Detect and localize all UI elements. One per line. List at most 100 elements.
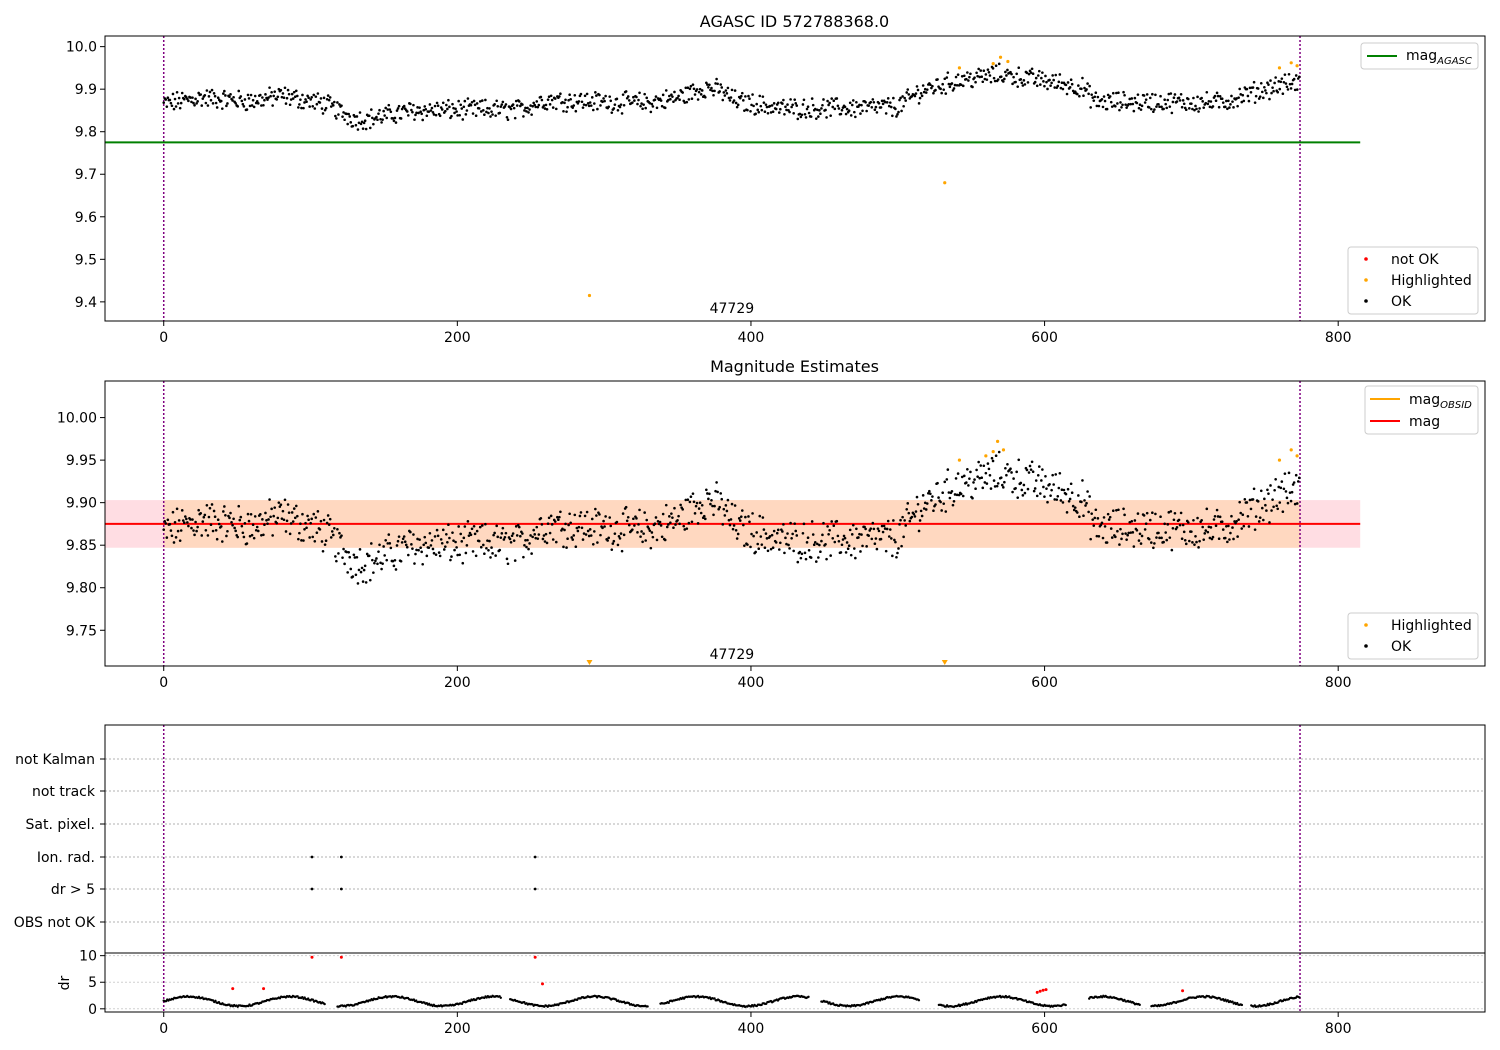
ok-point xyxy=(642,103,645,106)
ok-point xyxy=(650,102,654,106)
ok-point xyxy=(1011,82,1014,86)
ok-point xyxy=(413,118,416,121)
ok-point xyxy=(642,532,645,535)
ok-point xyxy=(363,119,367,123)
ok-point xyxy=(1286,501,1290,505)
ok-point xyxy=(335,117,338,120)
ok-point xyxy=(880,524,884,528)
ok-point xyxy=(1033,487,1037,490)
ok-point xyxy=(185,517,188,521)
ok-point xyxy=(990,456,994,460)
ok-point xyxy=(533,533,537,536)
ok-point xyxy=(969,470,972,474)
ok-point xyxy=(792,111,795,115)
ok-point xyxy=(226,529,229,533)
ok-point xyxy=(291,97,295,100)
ok-point xyxy=(794,529,798,533)
ok-point xyxy=(1200,518,1203,522)
ok-point xyxy=(953,83,957,87)
ok-point xyxy=(697,507,701,510)
ok-point xyxy=(810,520,814,523)
ok-point xyxy=(726,498,730,502)
ok-point xyxy=(1243,498,1247,501)
y-tick-label: 10.00 xyxy=(57,411,97,427)
ok-point xyxy=(865,545,868,548)
ok-point xyxy=(1139,542,1143,545)
legend-not-ok: not OK xyxy=(1391,252,1439,268)
ok-point xyxy=(803,551,807,555)
ok-point xyxy=(1125,538,1128,541)
ok-point xyxy=(419,110,422,114)
ok-point xyxy=(525,110,528,113)
ok-point xyxy=(559,92,562,96)
ok-point xyxy=(1258,516,1262,519)
ok-point xyxy=(429,109,433,112)
ok-point xyxy=(971,496,974,500)
ok-point xyxy=(659,524,663,527)
ok-point xyxy=(818,109,821,112)
ok-point xyxy=(417,548,420,552)
ok-point xyxy=(1053,86,1057,89)
ok-point xyxy=(651,535,655,539)
ok-point xyxy=(288,532,292,536)
ok-point xyxy=(340,534,343,537)
ok-point xyxy=(1275,504,1278,508)
ok-point xyxy=(368,126,372,130)
ok-point xyxy=(777,548,781,551)
ok-point xyxy=(506,562,510,566)
ok-point xyxy=(572,534,576,537)
ok-point xyxy=(298,531,301,535)
ok-point xyxy=(234,101,237,105)
ok-point xyxy=(546,98,550,101)
y-tick-label: 9.75 xyxy=(66,623,97,639)
ok-point xyxy=(835,97,839,100)
ok-point xyxy=(1065,92,1069,96)
ok-point xyxy=(1267,492,1270,495)
ok-point xyxy=(444,545,447,548)
ok-point xyxy=(1037,465,1041,468)
ok-point xyxy=(365,552,369,556)
ok-point xyxy=(166,518,170,522)
ok-point xyxy=(1118,108,1121,112)
ok-point xyxy=(1144,522,1148,525)
ok-point xyxy=(189,518,192,521)
ok-point xyxy=(718,90,721,93)
ok-point xyxy=(558,515,561,519)
ok-point xyxy=(212,509,216,513)
ok-point xyxy=(361,127,365,130)
x-tick-label: 800 xyxy=(1325,1021,1352,1037)
ok-point xyxy=(1246,94,1250,98)
ok-point xyxy=(850,103,854,107)
ok-point xyxy=(677,514,680,518)
ok-point xyxy=(1048,78,1051,82)
ok-point xyxy=(632,95,635,99)
ok-point xyxy=(164,98,168,101)
ok-point xyxy=(1069,78,1073,82)
ok-point xyxy=(1223,105,1227,109)
ok-point xyxy=(855,100,858,104)
ok-point xyxy=(874,105,878,109)
ok-point xyxy=(571,538,575,541)
ok-point xyxy=(299,98,302,101)
ok-point xyxy=(1196,516,1199,520)
ok-point xyxy=(303,527,306,531)
highlighted-point xyxy=(1006,59,1010,64)
ok-point xyxy=(1140,534,1144,538)
ok-point xyxy=(1028,464,1032,468)
ok-point xyxy=(1016,85,1020,88)
ok-point xyxy=(877,529,881,533)
ok-point xyxy=(321,549,325,553)
ok-point xyxy=(181,519,185,522)
ok-point xyxy=(1180,537,1184,541)
ok-point xyxy=(533,103,537,107)
ok-point xyxy=(458,553,461,557)
ok-point xyxy=(1210,537,1214,541)
ok-point xyxy=(829,554,832,557)
ok-point xyxy=(679,503,682,507)
ok-point xyxy=(1211,105,1215,108)
ok-point xyxy=(989,80,993,84)
ok-point xyxy=(242,535,246,539)
ok-point xyxy=(934,503,937,506)
ok-point xyxy=(616,543,620,547)
ok-point xyxy=(1276,507,1280,511)
